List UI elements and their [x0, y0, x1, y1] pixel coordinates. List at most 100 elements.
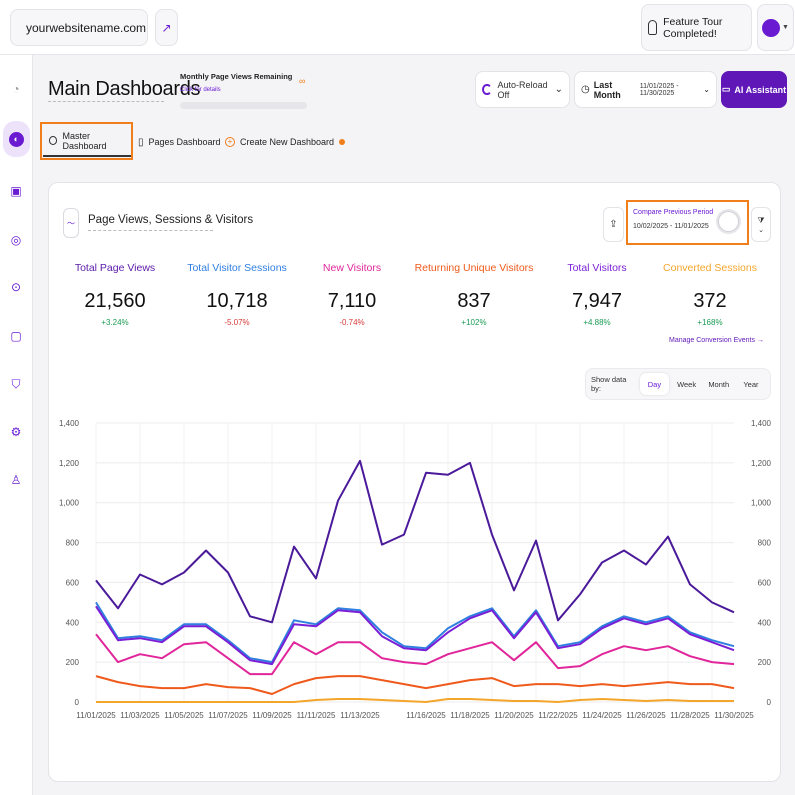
new-badge — [339, 139, 346, 145]
website-name: yourwebsitename.com — [26, 20, 147, 35]
reload-icon — [482, 84, 492, 95]
show-data-by-selector: Show data by: Day Week Month Year — [585, 368, 771, 400]
metric-value: 837 — [457, 290, 491, 312]
metric-change: +3.24% — [101, 318, 129, 327]
quota-label: Monthly Page Views Remaining — [180, 72, 293, 81]
metric-change: +168% — [697, 318, 723, 327]
quota-value: ∞ — [299, 76, 306, 86]
metric-value: 372 — [693, 290, 727, 312]
metric-value: 21,560 — [84, 290, 146, 312]
sidebar-item-dashboard[interactable]: ◐ — [3, 121, 30, 157]
feature-tour-button[interactable]: Feature Tour Completed! — [641, 4, 752, 51]
metric-change: -0.74% — [339, 318, 365, 327]
period-option-month[interactable]: Month — [708, 379, 730, 389]
user-icon: ♙ — [10, 473, 22, 487]
sidebar-item-target[interactable]: ⊙ — [5, 276, 27, 298]
chat-icon: ▭ — [721, 84, 731, 94]
metric-label: Total Visitor Sessions — [187, 262, 287, 274]
period-label: Last Month — [593, 79, 621, 100]
feature-tour-label: Feature Tour Completed! — [663, 15, 723, 40]
metric-change: +102% — [461, 318, 487, 327]
tab-master-dashboard[interactable]: Master Dashboard — [43, 126, 131, 157]
gear-icon: ⚙ — [10, 425, 22, 439]
x-tick-label: 11/13/2025 — [340, 711, 380, 720]
sidebar-item-settings[interactable]: ⚙ — [5, 421, 27, 443]
date-range-picker[interactable]: ◷ Last Month 11/01/2025 - 11/30/2025 ⌄ — [574, 71, 717, 108]
metric-value: 10,718 — [206, 290, 268, 312]
ai-assistant-label: AI Assistant — [734, 84, 787, 95]
y-tick-label-right: 1,000 — [751, 499, 772, 508]
chart-icon: 〜 — [63, 208, 79, 238]
x-tick-label: 11/28/2025 — [670, 711, 710, 720]
website-selector[interactable]: yourwebsitename.com ⌄ — [10, 9, 161, 46]
filter-button[interactable]: ⧩ ⌄ — [751, 207, 771, 242]
metric-card: Total Page Views 21,560 +3.24% — [55, 262, 175, 327]
y-tick-label-right: 1,400 — [751, 419, 772, 428]
clock-icon: ◷ — [581, 84, 590, 95]
sidebar-item-chat[interactable]: ▢ — [5, 325, 27, 347]
metric-change: -5.07% — [224, 318, 250, 327]
chevron-down-icon: ⌄ — [703, 85, 710, 94]
chevron-down-icon: ▼ — [782, 24, 789, 31]
y-tick-label-left: 0 — [75, 698, 80, 707]
metric-value: 7,110 — [327, 290, 377, 312]
y-tick-label-right: 0 — [767, 698, 772, 707]
x-tick-label: 11/24/2025 — [582, 711, 622, 720]
external-link-button[interactable]: ↗ — [155, 9, 178, 46]
sidebar-item-security[interactable]: ⛉ — [5, 373, 27, 395]
tab-label: Pages Dashboard — [148, 137, 221, 147]
period-option-week[interactable]: Week — [677, 379, 697, 389]
y-tick-label-left: 400 — [66, 618, 80, 627]
chat-icon: ▢ — [10, 329, 22, 343]
tab-highlight-box — [40, 122, 133, 160]
export-button[interactable]: ⇪ — [603, 207, 624, 242]
x-tick-label: 11/01/2025 — [76, 711, 116, 720]
quota-progress-bar — [180, 102, 307, 109]
account-menu-button[interactable]: ▼ — [757, 4, 794, 51]
shield-icon: ⛉ — [11, 376, 21, 391]
quota-details-link[interactable]: Click for details — [180, 87, 221, 93]
x-tick-label: 11/07/2025 — [208, 711, 248, 720]
y-tick-label-right: 1,200 — [751, 459, 772, 468]
dashboard-icon: ◐ — [9, 131, 24, 147]
sidebar-item-ecommerce[interactable]: ▣ — [5, 180, 27, 202]
y-tick-label-left: 1,000 — [59, 499, 80, 508]
card-title-underline — [88, 230, 213, 231]
compare-dates: 10/02/2025 - 11/01/2025 — [633, 223, 709, 230]
avatar — [762, 18, 781, 37]
metric-label: Total Page Views — [74, 262, 156, 274]
lightbulb-icon — [648, 20, 658, 35]
x-tick-label: 11/20/2025 — [494, 711, 534, 720]
y-tick-label-right: 200 — [758, 658, 772, 667]
sidebar-item-fingerprint[interactable]: ◎ — [5, 229, 27, 251]
chevron-down-icon: ⌄ — [554, 84, 563, 95]
tab-pages-dashboard[interactable]: ▯ Pages Dashboard — [138, 132, 221, 152]
metric-card: Returning Unique Visitors 837 +102% — [414, 262, 534, 327]
x-tick-label: 11/18/2025 — [450, 711, 490, 720]
toggle-knob — [718, 211, 739, 232]
ai-assistant-button[interactable]: ▭ AI Assistant — [721, 71, 787, 108]
top-bar: yourwebsitename.com ⌄ ↗ Feature Tour Com… — [0, 0, 795, 55]
manage-conversion-link[interactable]: Manage Conversion Events → — [669, 337, 764, 344]
y-tick-label-right: 600 — [758, 578, 772, 587]
metric-value: 7,947 — [571, 290, 623, 312]
period-option-day[interactable]: Day — [640, 373, 669, 395]
series-line-0 — [95, 459, 735, 624]
gauge-icon: ◔ — [12, 82, 20, 96]
series-line-5 — [96, 698, 734, 703]
auto-reload-button[interactable]: Auto-Reload Off ⌄ — [475, 71, 570, 108]
sidebar-item-gauge[interactable]: ◔ — [5, 78, 27, 100]
tab-create-dashboard[interactable]: + Create New Dashboard — [225, 132, 346, 152]
x-tick-label: 11/16/2025 — [406, 711, 446, 720]
y-tick-label-left: 600 — [66, 578, 80, 587]
chevron-down-icon: ⌄ — [758, 226, 764, 234]
sidebar: ◔ ◐ ▣ ◎ ⊙ ▢ ⛉ ⚙ ♙ — [0, 55, 33, 795]
x-tick-label: 11/11/2025 — [297, 711, 336, 720]
y-tick-label-left: 1,200 — [59, 459, 80, 468]
period-option-year[interactable]: Year — [743, 379, 759, 389]
sidebar-item-account[interactable]: ♙ — [5, 469, 27, 491]
metric-change: +4.88% — [583, 318, 611, 327]
x-tick-label: 11/03/2025 — [120, 711, 160, 720]
metric-label: Total Visitors — [567, 262, 627, 274]
series-line-1 — [95, 601, 735, 664]
